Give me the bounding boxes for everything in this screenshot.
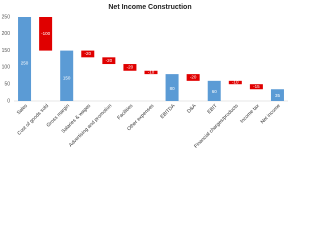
chart-title: Net Income Construction xyxy=(108,4,191,11)
y-tick-label: 0 xyxy=(7,98,10,104)
bar xyxy=(18,17,32,101)
x-tick-label: Net income xyxy=(260,103,282,125)
y-tick-label: 50 xyxy=(4,82,10,88)
bar xyxy=(249,84,263,90)
x-tick-label: Sales xyxy=(16,103,29,116)
y-tick-label: 150 xyxy=(2,48,11,54)
bar xyxy=(60,50,74,101)
value-label: -20 xyxy=(190,75,197,80)
value-label: -20 xyxy=(127,65,134,70)
bar xyxy=(102,57,116,65)
y-tick-label: 200 xyxy=(2,31,11,37)
bar xyxy=(228,80,242,85)
value-label: 80 xyxy=(170,86,176,91)
value-label: -100 xyxy=(41,31,51,36)
bar xyxy=(81,50,95,58)
value-label: -20 xyxy=(85,51,92,56)
y-tick-label: 250 xyxy=(2,14,11,20)
x-tick-label: EBITDA xyxy=(159,103,176,120)
x-tick-label: D&A xyxy=(186,103,198,115)
x-tick-label: EBIT xyxy=(206,103,218,115)
value-label: 250 xyxy=(21,60,29,65)
value-label: 35 xyxy=(275,93,281,98)
value-label: -20 xyxy=(106,58,113,63)
x-tick-label: Advertising and promotion xyxy=(68,103,113,148)
x-tick-label: Financial charges/products xyxy=(193,103,240,150)
value-label: -10 xyxy=(232,80,239,85)
bar xyxy=(144,70,158,75)
x-tick-label: Income tax xyxy=(239,103,261,125)
value-label: 150 xyxy=(63,76,71,81)
bar xyxy=(270,89,284,101)
x-tick-label: Facilities xyxy=(116,103,134,121)
value-label: -15 xyxy=(253,84,260,89)
y-tick-label: 100 xyxy=(2,65,11,71)
bar xyxy=(39,17,53,51)
value-label: 60 xyxy=(212,89,218,94)
bar xyxy=(186,74,200,81)
bar xyxy=(207,80,221,101)
bar xyxy=(165,74,179,101)
bar xyxy=(123,64,137,71)
value-label: -10 xyxy=(148,70,155,75)
chart: Net Income Construction 0 50 100 150 200 250 S… xyxy=(2,4,288,150)
